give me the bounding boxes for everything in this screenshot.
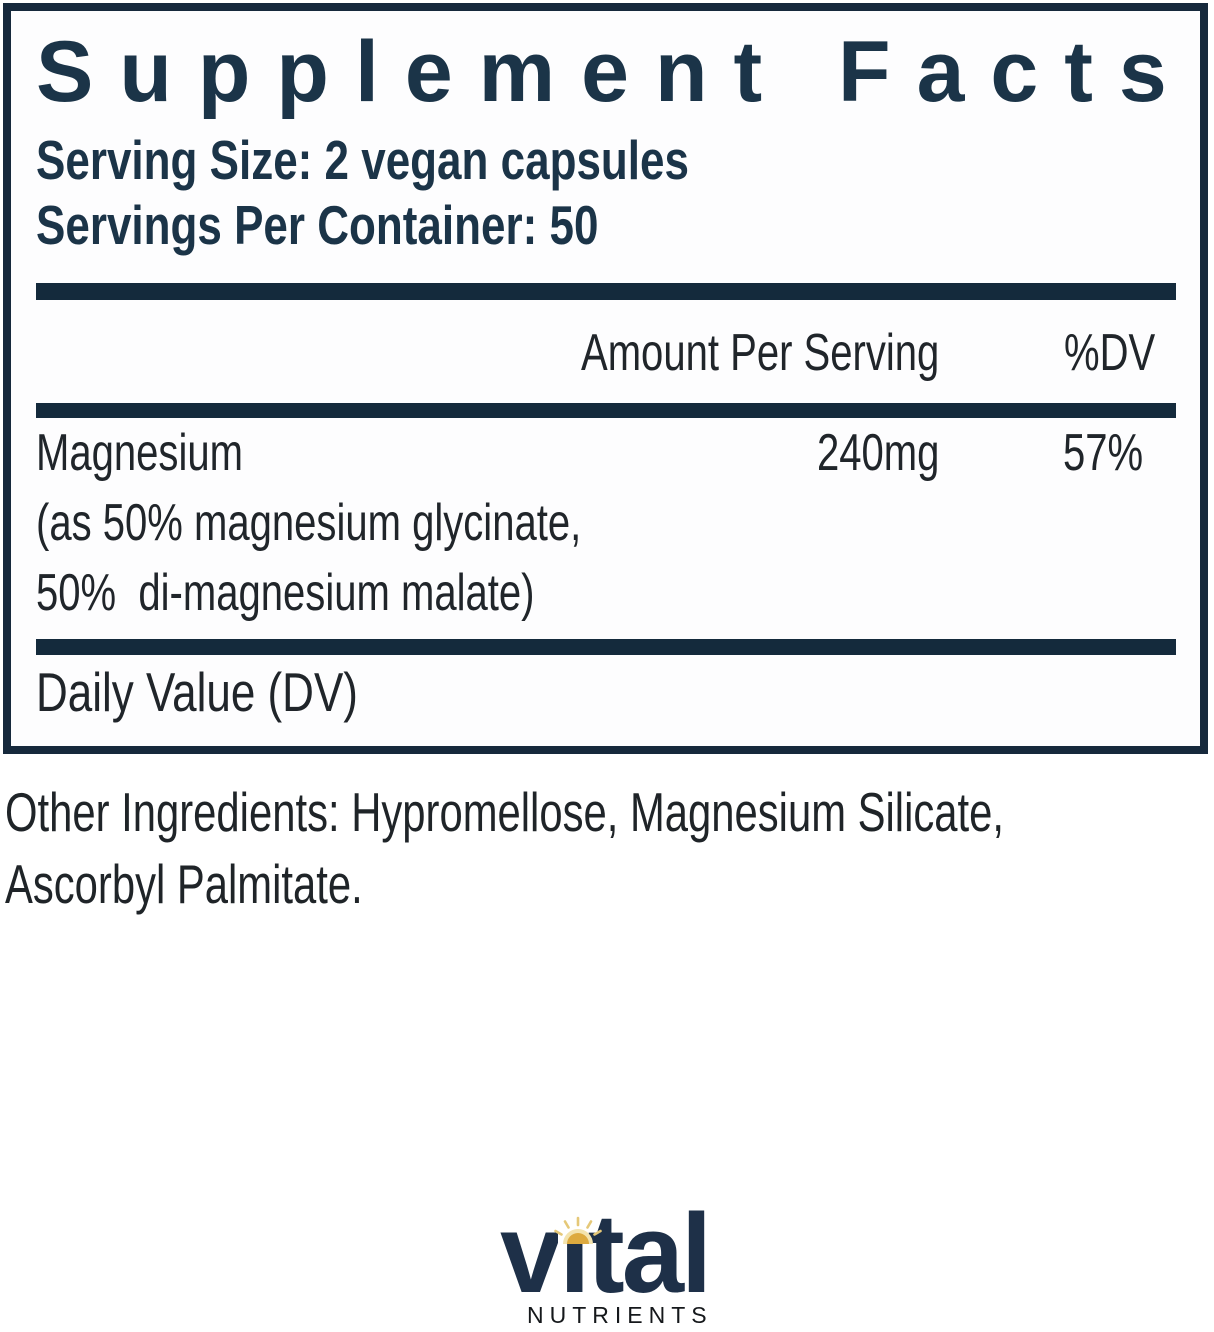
panel-title: Supplement Facts — [36, 24, 1193, 120]
nutrient-name: Magnesium — [36, 424, 243, 482]
sun-icon — [554, 1210, 602, 1244]
serving-size-line: Serving Size: 2 vegan capsules — [36, 129, 689, 191]
other-ingredients-line-1: Other Ingredients: Hypromellose, Magnesi… — [5, 781, 1004, 843]
supplement-facts-panel — [3, 3, 1208, 754]
servings-per-container-line: Servings Per Container: 50 — [36, 194, 599, 256]
daily-value-footnote: Daily Value (DV) — [36, 661, 358, 723]
other-ingredients-line-2: Ascorbyl Palmitate. — [5, 853, 363, 915]
divider-bar-top — [36, 283, 1176, 300]
brand-subtitle: NUTRIENTS — [527, 1302, 713, 1328]
brand-wordmark: vital — [500, 1191, 712, 1316]
nutrient-detail-line-1: (as 50% magnesium glycinate, — [36, 494, 582, 552]
nutrient-dv: 57% — [1063, 424, 1144, 482]
divider-bar-bottom — [36, 639, 1176, 655]
percent-dv-header: %DV — [1064, 324, 1156, 382]
nutrient-amount: 240mg — [817, 424, 940, 482]
nutrient-detail-line-2: 50% di-magnesium malate) — [36, 564, 535, 622]
amount-per-serving-header: Amount Per Serving — [581, 324, 940, 382]
divider-bar-header — [36, 403, 1176, 418]
